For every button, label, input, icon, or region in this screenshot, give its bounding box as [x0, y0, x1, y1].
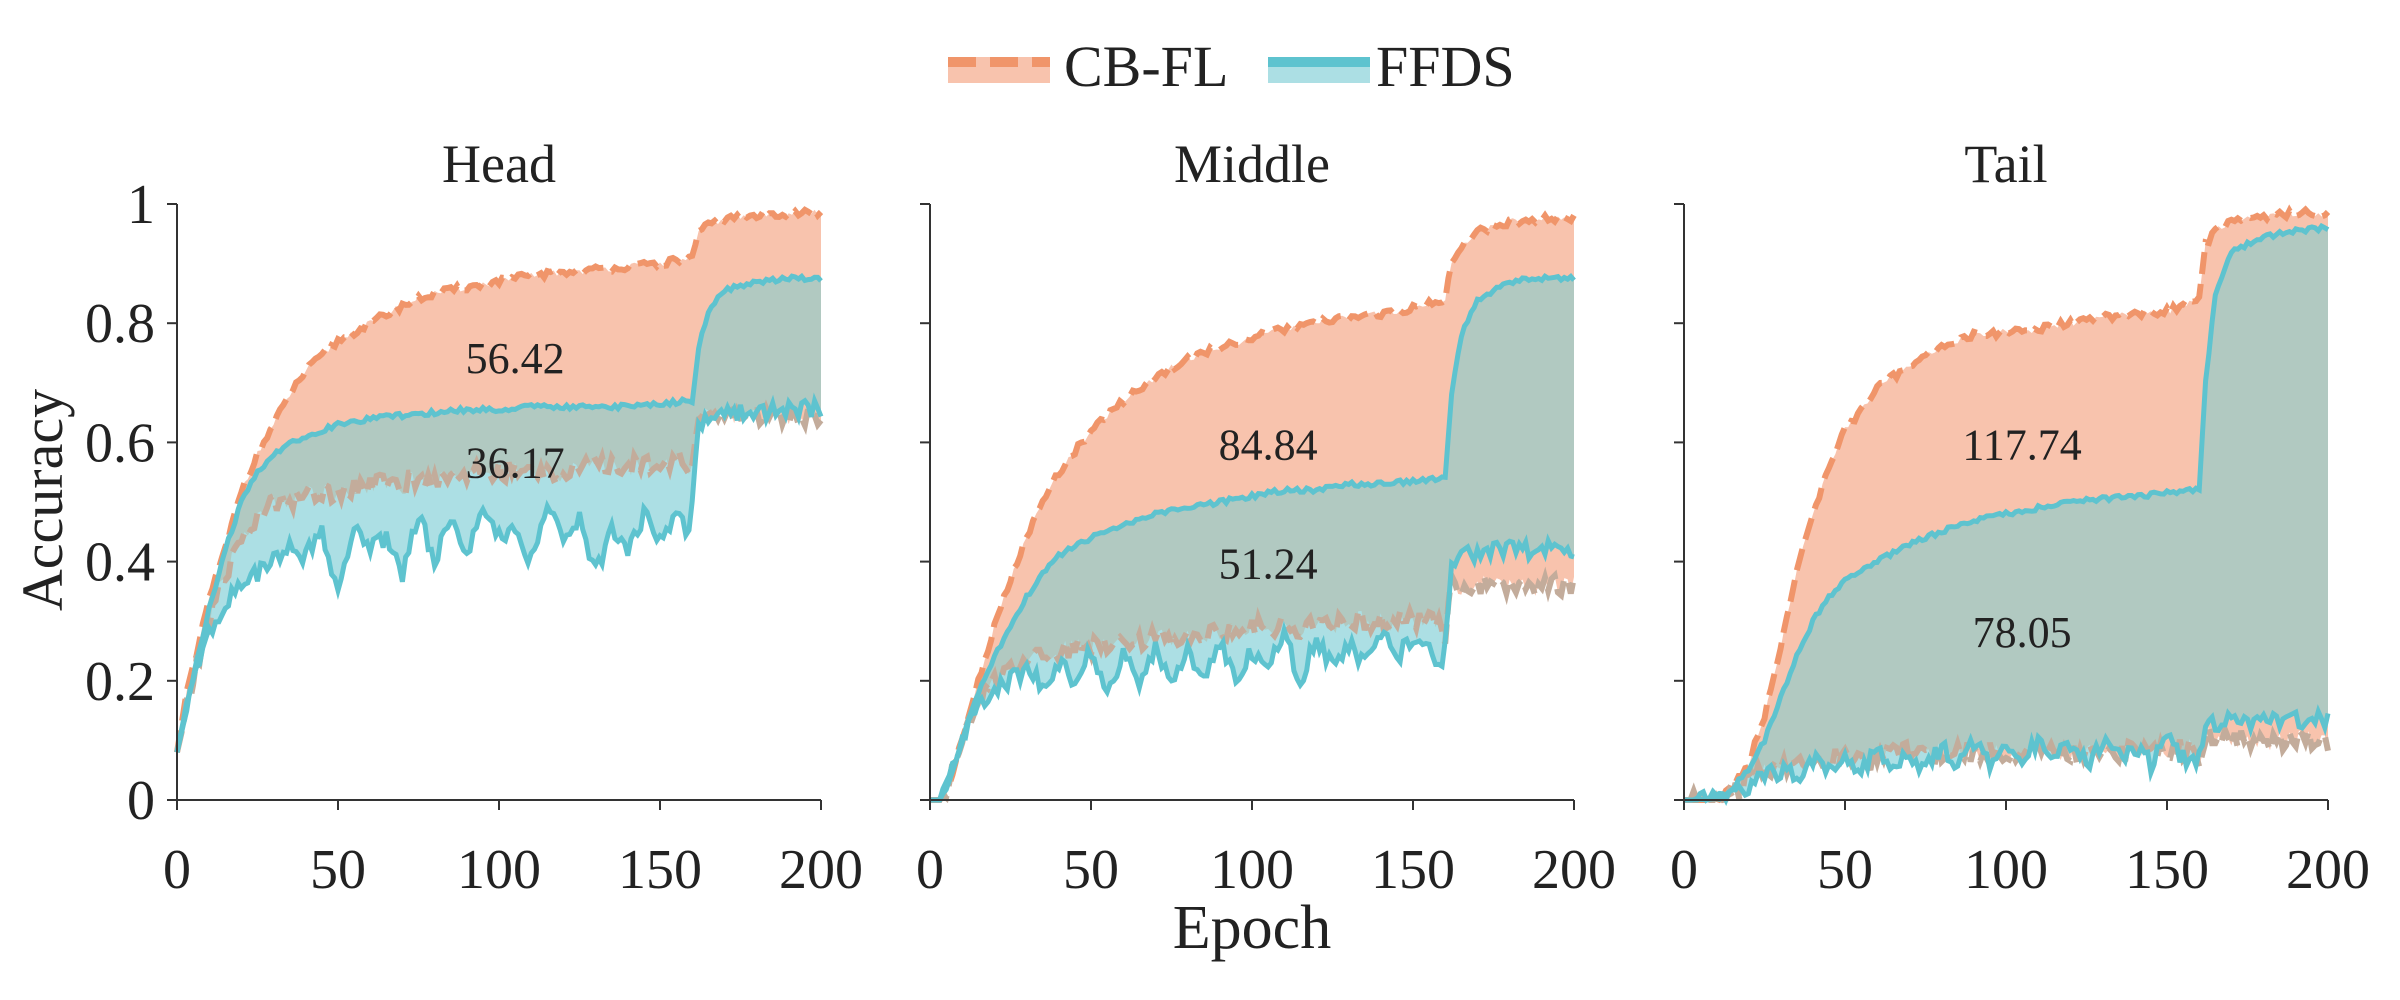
- panel-tail: Tail 117.74 78.05 0 50 100 150 200: [1670, 134, 2370, 901]
- ffds-upper-line: [930, 272, 1576, 803]
- x-tick-label: 0: [163, 839, 191, 901]
- ffds-band: [177, 276, 821, 753]
- legend: CB-FL FFDS: [948, 34, 1515, 99]
- x-tick-label: 150: [2125, 839, 2209, 901]
- x-tick-label: 50: [1063, 839, 1119, 901]
- ffds-upper-line: [174, 272, 823, 753]
- x-tick-label: 100: [457, 839, 541, 901]
- x-tick-label: 50: [310, 839, 366, 901]
- annotation-label: 84.84: [1219, 420, 1318, 469]
- cbfl-lower-line: [174, 399, 824, 753]
- x-tick-label: 100: [1210, 839, 1294, 901]
- annotation-label: 56.42: [466, 334, 565, 383]
- y-tick-label: 1: [127, 174, 155, 236]
- axes: 0 50 100 150 200: [916, 203, 1616, 901]
- plot-area: 56.42 36.17: [174, 204, 824, 753]
- legend-item-cbfl: CB-FL: [948, 34, 1228, 99]
- x-tick-label: 150: [1371, 839, 1455, 901]
- plot-area: 117.74 78.05: [1684, 204, 2331, 806]
- y-tick-label: 0.2: [85, 651, 155, 713]
- panel-title: Middle: [1174, 134, 1330, 194]
- cbfl-upper-line: [174, 204, 824, 753]
- plot-area: 84.84 51.24: [930, 210, 1577, 804]
- x-tick-label: 150: [618, 839, 702, 901]
- panel-middle: Middle 84.84 51.24 0 50 100 150 200: [916, 134, 1616, 901]
- legend-label-cbfl: CB-FL: [1064, 34, 1228, 99]
- cbfl-upper-line: [930, 210, 1577, 803]
- panel-head: Head 56.42 36.17 0 50 100 150 200 0 0.2 0.4 0.6 0.…: [85, 134, 863, 901]
- panel-title: Tail: [1964, 134, 2047, 194]
- x-tick-label: 0: [1670, 839, 1698, 901]
- axes: 0 50 100 150 200 0 0.2 0.4 0.6 0.8 1: [85, 174, 863, 901]
- ffds-lower-line: [174, 392, 824, 753]
- annotation-label: 78.05: [1973, 608, 2072, 657]
- legend-label-ffds: FFDS: [1376, 34, 1515, 99]
- legend-item-ffds: FFDS: [1268, 34, 1515, 99]
- x-tick-label: 0: [916, 839, 944, 901]
- annotation-label: 51.24: [1219, 540, 1318, 589]
- x-tick-label: 200: [779, 839, 863, 901]
- x-axis-label: Epoch: [1173, 894, 1331, 962]
- cbfl-lower-line: [930, 565, 1577, 804]
- ffds-lower-line: [930, 533, 1575, 803]
- x-tick-label: 100: [1964, 839, 2048, 901]
- y-tick-label: 0.6: [85, 412, 155, 474]
- y-axis-label: Accuracy: [10, 389, 75, 611]
- ffds-lower-line: [1684, 704, 2331, 806]
- axes: 0 50 100 150 200: [1670, 203, 2370, 901]
- panel-title: Head: [442, 134, 556, 194]
- overlap-band: [930, 276, 1574, 800]
- y-tick-label: 0.4: [85, 532, 155, 594]
- x-tick-label: 200: [1532, 839, 1616, 901]
- annotation-label: 117.74: [1962, 420, 2081, 469]
- ffds-upper-line: [1684, 222, 2330, 803]
- y-tick-label: 0: [127, 770, 155, 832]
- y-tick-label: 0.8: [85, 293, 155, 355]
- x-tick-label: 200: [2286, 839, 2370, 901]
- cbfl-upper-line: [1684, 204, 2331, 804]
- x-tick-label: 50: [1817, 839, 1873, 901]
- cbfl-lower-line: [1684, 720, 2331, 806]
- annotation-label: 36.17: [466, 438, 565, 487]
